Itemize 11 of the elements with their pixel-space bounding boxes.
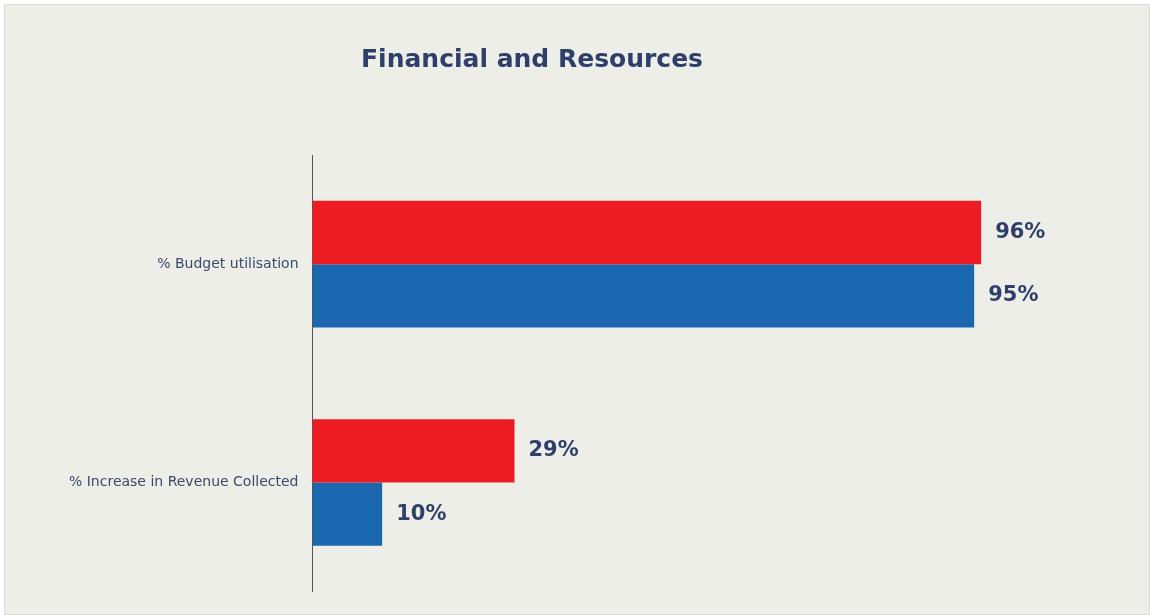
chart-title: Financial and Resources (361, 43, 703, 73)
bar (312, 482, 383, 546)
data-label: 10% (396, 500, 447, 525)
bar (312, 264, 975, 328)
y-tick-label: % Budget utilisation (157, 254, 299, 271)
data-label: 95% (988, 282, 1039, 307)
data-label: 29% (528, 437, 579, 462)
bar (312, 200, 982, 265)
y-tick-label: % Increase in Revenue Collected (68, 473, 299, 490)
data-label: 96% (995, 218, 1046, 243)
bar (312, 419, 515, 483)
